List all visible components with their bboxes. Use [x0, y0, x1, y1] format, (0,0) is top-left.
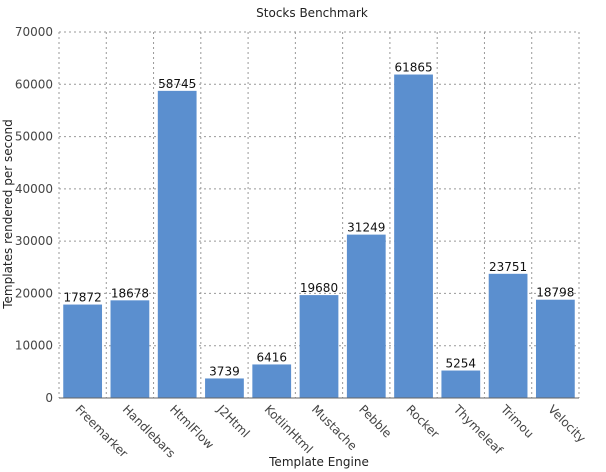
data-label: 23751: [489, 260, 527, 274]
y-tick-label: 50000: [15, 130, 53, 144]
bar: [299, 295, 339, 398]
bars: [63, 74, 575, 399]
x-tick-label: Mustache: [309, 402, 360, 453]
data-label: 5254: [446, 357, 477, 371]
data-labels: 17872 18678 58745 3739 6416 19680 31249 61865 52…: [64, 61, 575, 379]
data-label: 31249: [347, 221, 385, 235]
y-axis-label: Templates rendered per second: [1, 119, 15, 310]
y-tick-label: 40000: [15, 182, 53, 196]
x-tick-label: Thymeleaf: [450, 402, 506, 458]
data-label: 18678: [111, 286, 149, 300]
x-tick-label: Trimou: [497, 402, 536, 441]
x-tick-label: HtmlFlow: [167, 402, 217, 452]
grid-lines: [58, 31, 580, 398]
bar: [110, 300, 150, 398]
bar: [441, 370, 481, 398]
x-tick-label: J2Html: [214, 402, 253, 441]
bar: [63, 304, 103, 398]
data-label: 61865: [394, 61, 432, 75]
data-label: 6416: [256, 350, 287, 364]
data-label: 3739: [209, 364, 240, 378]
x-tick-label: Rocker: [403, 402, 442, 441]
bar: [205, 378, 244, 398]
y-tick-label: 30000: [15, 234, 53, 248]
data-label: 18798: [536, 286, 574, 300]
x-tick-label: KotlinHtml: [262, 402, 316, 456]
bar: [394, 74, 433, 399]
bar: [346, 234, 386, 398]
chart-title: Stocks Benchmark: [256, 6, 368, 20]
bar: [157, 90, 197, 399]
bar: [535, 299, 575, 398]
data-label: 19680: [300, 281, 338, 295]
x-tick-label: Pebble: [356, 402, 394, 440]
x-tick-label: Velocity: [545, 402, 588, 445]
y-tick-label: 0: [45, 391, 53, 405]
data-label: 17872: [64, 291, 102, 305]
y-axis-ticks: 0 10000 20000 30000 40000 50000 60000 70000: [15, 25, 53, 405]
bar: [488, 273, 528, 398]
y-tick-label: 60000: [15, 77, 53, 91]
data-label: 58745: [158, 77, 196, 91]
bar: [252, 364, 292, 398]
y-tick-label: 20000: [15, 286, 53, 300]
y-tick-label: 70000: [15, 25, 53, 39]
y-tick-label: 10000: [15, 339, 53, 353]
x-axis-label: Template Engine: [268, 455, 369, 469]
